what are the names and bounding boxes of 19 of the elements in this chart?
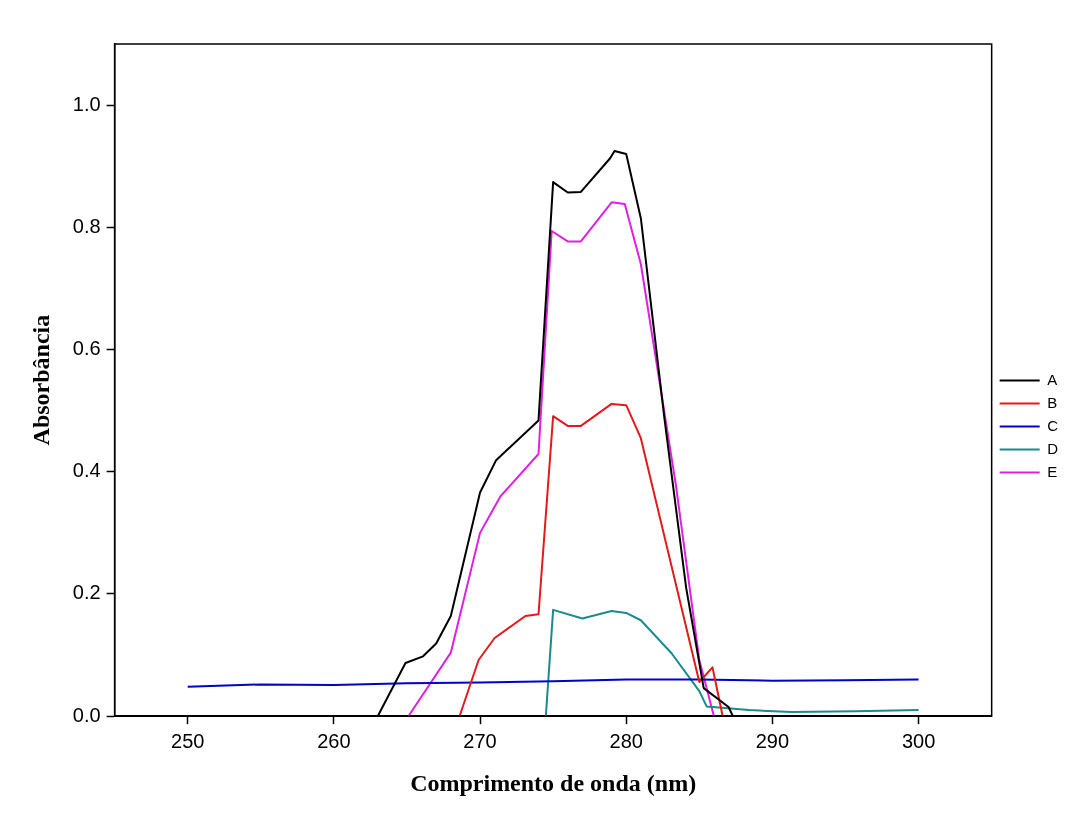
y-tick-label: 1.0: [72, 92, 101, 115]
legend-label: E: [1047, 462, 1058, 480]
y-tick-label: 0.2: [72, 581, 101, 604]
y-tick-label: 0.8: [72, 214, 101, 237]
x-axis-title: Comprimento de onda (nm): [410, 769, 697, 796]
x-tick-label: 260: [317, 729, 351, 752]
y-tick-label: 0.6: [72, 337, 101, 360]
legend-label: C: [1047, 416, 1059, 434]
x-tick-label: 270: [463, 729, 497, 752]
x-tick-label: 300: [901, 729, 936, 752]
y-tick-label: 0.4: [72, 459, 101, 482]
x-tick-label: 290: [755, 729, 790, 752]
y-axis-title: Absorbância: [27, 314, 54, 446]
legend-label: A: [1047, 370, 1058, 388]
x-tick-label: 280: [609, 729, 643, 752]
legend-label: B: [1047, 393, 1058, 411]
y-tick-label: 0.0: [72, 703, 101, 726]
x-tick-label: 250: [171, 729, 205, 752]
legend-label: D: [1047, 439, 1059, 457]
